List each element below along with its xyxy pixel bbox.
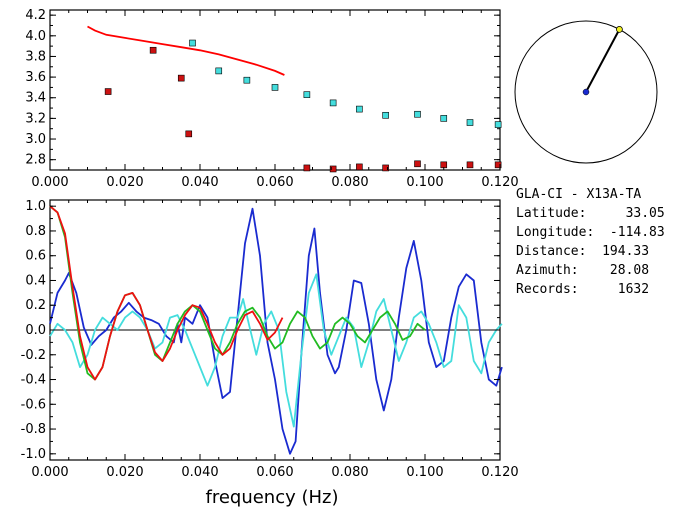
correlation-y-tick-label: 0.8 bbox=[25, 224, 46, 239]
correlation-y-tick-label: 0.0 bbox=[25, 323, 46, 338]
red-correlation-line bbox=[49, 205, 284, 381]
correlation-panel: 0.000 0.020 0.040 0.060 0.080 0.100 0.120 1.0 0.… bbox=[21, 199, 519, 508]
cyan-velocity-point bbox=[414, 110, 421, 118]
azimuth-dial bbox=[514, 20, 658, 164]
correlation-y-tick-label: -0.8 bbox=[21, 422, 46, 437]
cyan-correlation-line bbox=[49, 273, 503, 428]
red-velocity-point bbox=[149, 46, 157, 54]
velocity-y-tick-label: 2.8 bbox=[25, 153, 46, 168]
info-longitude: Longitude: -114.83 bbox=[516, 225, 665, 240]
correlation-x-tick-label: 0.100 bbox=[406, 465, 443, 480]
velocity-y-tick-label: 3.0 bbox=[25, 132, 46, 147]
velocity-curve-layer bbox=[87, 25, 285, 76]
red-velocity-point bbox=[466, 161, 474, 169]
correlation-y-tick-label: 0.6 bbox=[25, 249, 46, 264]
dial-tip-dot bbox=[616, 25, 623, 33]
velocity-panel: 0.000 0.020 0.040 0.060 0.080 0.100 0.120 2.8 3.… bbox=[25, 8, 518, 190]
correlation-x-tick-label: 0.120 bbox=[481, 465, 518, 480]
correlation-y-tick-label: 0.2 bbox=[25, 298, 46, 313]
blue-correlation-line bbox=[49, 207, 503, 455]
correlation-x-tick-label: 0.040 bbox=[181, 465, 218, 480]
info-azimuth: Azimuth: 28.08 bbox=[516, 263, 649, 278]
velocity-axes-layer: 0.000 0.020 0.040 0.060 0.080 0.100 0.120 2.8 3.… bbox=[25, 8, 518, 190]
velocity-y-tick-label: 3.4 bbox=[25, 91, 46, 106]
correlation-y-tick-label: -1.0 bbox=[21, 447, 46, 462]
red-velocity-point bbox=[104, 88, 112, 95]
cyan-velocity-point bbox=[382, 111, 389, 119]
red-velocity-point bbox=[177, 74, 185, 82]
velocity-x-tick-label: 0.000 bbox=[31, 175, 68, 190]
x-axis-title: frequency (Hz) bbox=[205, 487, 338, 508]
velocity-y-tick-label: 4.2 bbox=[25, 8, 46, 23]
cyan-velocity-point bbox=[466, 119, 474, 126]
correlation-lines-layer bbox=[49, 205, 503, 455]
correlation-x-tick-label: 0.020 bbox=[106, 465, 143, 480]
red-velocity-point bbox=[440, 161, 448, 169]
correlation-x-tick-label: 0.060 bbox=[256, 465, 293, 480]
correlation-y-tick-label: -0.6 bbox=[21, 397, 46, 412]
info-distance: Distance: 194.33 bbox=[516, 244, 649, 259]
cyan-velocity-point bbox=[243, 76, 251, 84]
cyan-velocity-point bbox=[189, 39, 196, 47]
info-records: Records: 1632 bbox=[516, 282, 649, 297]
azimuth-needle bbox=[585, 28, 621, 93]
cyan-velocity-point bbox=[271, 84, 279, 91]
cyan-velocity-point bbox=[440, 115, 448, 122]
dial-circle bbox=[514, 20, 658, 164]
velocity-x-tick-label: 0.080 bbox=[331, 175, 368, 190]
correlation-axes-layer: 0.000 0.020 0.040 0.060 0.080 0.100 0.120 1.0 0.… bbox=[21, 199, 519, 480]
correlation-x-tick-label: 0.000 bbox=[31, 465, 68, 480]
red-velocity-point bbox=[329, 165, 337, 173]
velocity-x-tick-label: 0.020 bbox=[106, 175, 143, 190]
velocity-points-layer bbox=[104, 39, 502, 173]
dial-center-dot bbox=[582, 88, 590, 96]
red-velocity-point bbox=[494, 161, 502, 169]
correlation-y-tick-label: -0.2 bbox=[21, 348, 46, 363]
velocity-model-curve bbox=[87, 25, 285, 76]
cyan-velocity-point bbox=[494, 121, 502, 128]
red-velocity-point bbox=[185, 130, 193, 138]
velocity-y-tick-label: 3.8 bbox=[25, 49, 46, 64]
velocity-y-tick-label: 3.2 bbox=[25, 111, 46, 126]
cyan-velocity-point bbox=[356, 105, 363, 113]
red-velocity-point bbox=[303, 164, 311, 172]
cyan-velocity-point bbox=[303, 91, 311, 98]
red-velocity-point bbox=[414, 160, 421, 168]
velocity-x-tick-label: 0.040 bbox=[181, 175, 218, 190]
velocity-x-tick-label: 0.120 bbox=[481, 175, 518, 190]
velocity-x-tick-label: 0.060 bbox=[256, 175, 293, 190]
velocity-y-tick-label: 3.6 bbox=[25, 70, 46, 85]
velocity-y-tick-label: 4.0 bbox=[25, 29, 46, 44]
correlation-y-tick-label: -0.4 bbox=[21, 373, 46, 388]
station-pair: GLA-CI - X13A-TA bbox=[516, 187, 641, 202]
correlation-y-tick-label: 1.0 bbox=[25, 199, 46, 214]
velocity-x-tick-label: 0.100 bbox=[406, 175, 443, 190]
correlation-x-tick-label: 0.080 bbox=[331, 465, 368, 480]
red-velocity-point bbox=[382, 164, 389, 172]
info-latitude: Latitude: 33.05 bbox=[516, 206, 665, 221]
cyan-velocity-point bbox=[215, 67, 223, 75]
cyan-velocity-point bbox=[329, 99, 337, 107]
station-info: GLA-CI - X13A-TA Latitude: 33.05 Longitu… bbox=[516, 187, 665, 297]
correlation-y-tick-label: 0.4 bbox=[25, 273, 46, 288]
red-velocity-point bbox=[356, 163, 363, 171]
